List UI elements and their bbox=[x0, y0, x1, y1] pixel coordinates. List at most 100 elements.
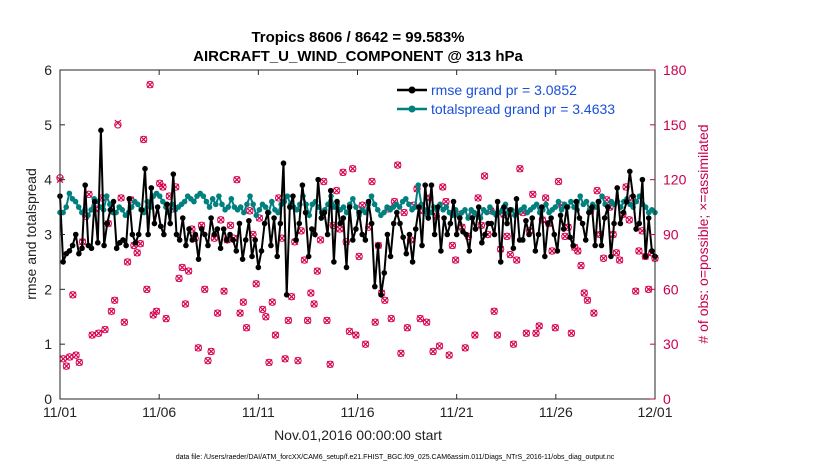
obs-possible-point bbox=[583, 296, 592, 304]
rmse-point bbox=[94, 239, 101, 246]
rmse-point bbox=[472, 226, 479, 232]
obs-assimilated-point bbox=[101, 326, 109, 333]
obs-assimilated-point bbox=[394, 161, 402, 169]
rmse-point bbox=[82, 182, 88, 188]
rmse-point bbox=[397, 220, 403, 227]
obs-possible-point bbox=[220, 287, 228, 295]
rmse-point bbox=[255, 264, 262, 271]
rmse-point bbox=[337, 220, 343, 227]
obs-possible-point bbox=[146, 80, 154, 89]
obs-possible-point bbox=[387, 314, 395, 323]
rmse-point bbox=[224, 237, 230, 243]
obs-assimilated-point bbox=[233, 176, 241, 184]
rmse-point bbox=[400, 234, 406, 241]
y-right-tick-label: 90 bbox=[663, 227, 679, 243]
rmse-point bbox=[170, 171, 177, 177]
obs-possible-point bbox=[445, 351, 453, 359]
obs-possible-point bbox=[139, 135, 148, 144]
rmse-point bbox=[636, 220, 643, 227]
obs-assimilated-point bbox=[503, 232, 511, 240]
obs-assimilated-point bbox=[88, 331, 96, 339]
rmse-point bbox=[274, 253, 281, 260]
totalspread-point bbox=[203, 198, 210, 205]
rmse-point bbox=[113, 245, 120, 252]
obs-assimilated-point bbox=[178, 263, 186, 271]
rmse-point bbox=[488, 220, 495, 227]
rmse-point bbox=[148, 185, 155, 191]
obs-assimilated-point bbox=[555, 178, 562, 185]
obs-assimilated-point bbox=[281, 355, 289, 363]
obs-possible-point bbox=[120, 318, 129, 326]
obs-possible-point bbox=[242, 324, 251, 332]
rmse-point bbox=[475, 204, 482, 210]
obs-possible-point bbox=[69, 291, 77, 299]
y-tick-label: 4 bbox=[44, 172, 52, 188]
rmse-point bbox=[359, 231, 366, 238]
totalspread-point bbox=[555, 198, 562, 205]
rmse-point bbox=[132, 239, 139, 246]
obs-possible-point bbox=[554, 177, 563, 186]
rmse-point bbox=[315, 176, 321, 183]
obs-possible-point bbox=[303, 316, 312, 325]
rmse-point bbox=[611, 220, 617, 227]
totalspread-point bbox=[228, 196, 235, 202]
rmse-point bbox=[236, 220, 243, 227]
rmse-point bbox=[123, 242, 129, 249]
totalspread-point bbox=[156, 193, 163, 199]
obs-possible-point bbox=[226, 221, 235, 230]
rmse-point bbox=[217, 245, 224, 252]
rmse-point bbox=[601, 215, 608, 221]
obs-possible-point bbox=[574, 247, 582, 255]
obs-assimilated-point bbox=[75, 359, 83, 366]
rmse-point bbox=[309, 226, 315, 232]
totalspread-point bbox=[415, 182, 422, 188]
obs-possible-point bbox=[599, 254, 608, 262]
obs-possible-point bbox=[593, 186, 601, 195]
obs-possible-point bbox=[233, 175, 241, 184]
obs-assimilated-point bbox=[510, 340, 517, 348]
obs-assimilated-point bbox=[561, 232, 569, 240]
rmse-point bbox=[145, 231, 151, 238]
rmse-point bbox=[290, 193, 296, 199]
obs-possible-point bbox=[535, 322, 543, 330]
obs-assimilated-point bbox=[272, 331, 279, 339]
rmse-point bbox=[542, 253, 548, 260]
totalspread-point bbox=[558, 207, 565, 213]
totalspread-point bbox=[353, 204, 359, 210]
obs-assimilated-point bbox=[516, 165, 524, 173]
rmse-point bbox=[627, 168, 633, 175]
rmse-point bbox=[268, 242, 274, 249]
obs-assimilated-point bbox=[580, 289, 588, 297]
obs-possible-point bbox=[110, 296, 119, 304]
totalspread-point bbox=[350, 196, 356, 202]
obs-assimilated-point bbox=[567, 329, 575, 337]
rmse-point bbox=[249, 253, 255, 260]
obs-possible-point bbox=[258, 305, 267, 314]
obs-possible-point bbox=[361, 340, 370, 348]
obs-assimilated-point bbox=[317, 236, 324, 244]
obs-assimilated-point bbox=[590, 309, 598, 317]
rmse-point bbox=[582, 237, 589, 243]
y-right-tick-label: 60 bbox=[663, 281, 679, 297]
y-tick-label: 3 bbox=[44, 227, 52, 243]
rmse-point bbox=[76, 250, 82, 257]
rmse-point bbox=[60, 259, 66, 265]
rmse-point bbox=[302, 209, 309, 216]
obs-possible-point bbox=[397, 349, 405, 358]
obs-assimilated-point bbox=[143, 285, 151, 293]
obs-possible-point bbox=[509, 340, 518, 348]
obs-possible-point bbox=[416, 314, 424, 323]
totalspread-point bbox=[216, 193, 222, 199]
rmse-point bbox=[246, 217, 252, 224]
obs-assimilated-point bbox=[574, 247, 582, 255]
obs-possible-point bbox=[632, 287, 640, 295]
rmse-point bbox=[504, 220, 510, 227]
obs-assimilated-point bbox=[246, 207, 254, 215]
rmse-point bbox=[331, 259, 337, 265]
rmse-point bbox=[375, 242, 381, 249]
rmse-point bbox=[372, 283, 378, 290]
rmse-point bbox=[214, 226, 221, 232]
obs-possible-point bbox=[117, 194, 125, 202]
obs-assimilated-point bbox=[506, 251, 514, 259]
rmse-point bbox=[608, 253, 614, 260]
